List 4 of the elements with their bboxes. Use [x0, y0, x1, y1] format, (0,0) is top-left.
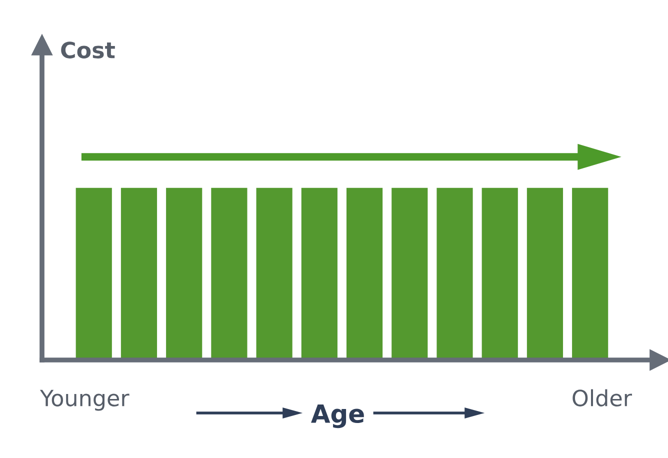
x-axis-title: Age	[311, 404, 364, 428]
text: Older	[572, 389, 632, 406]
text: Younger	[40, 390, 130, 411]
text: Cost	[61, 42, 115, 58]
